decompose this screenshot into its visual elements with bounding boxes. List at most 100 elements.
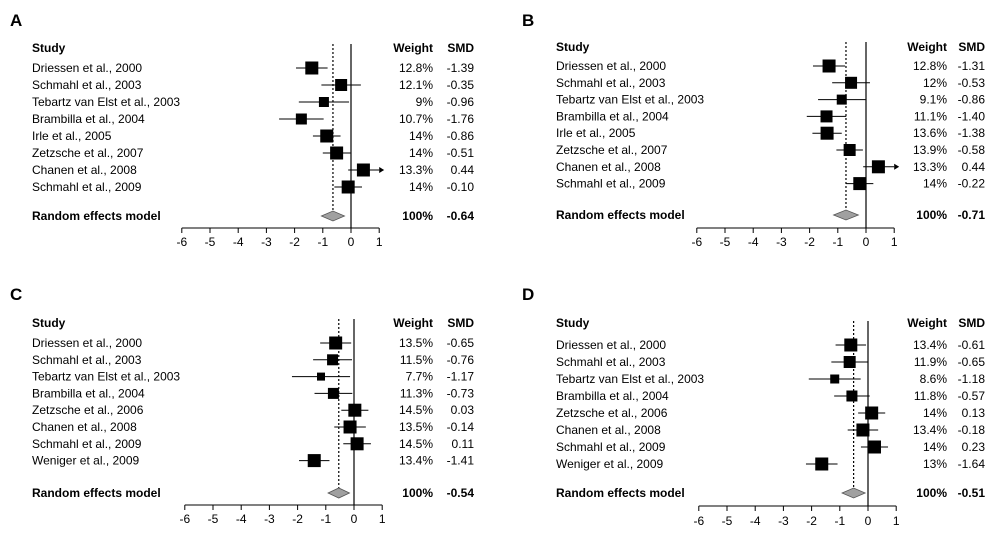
study-effect-marker [341,180,355,194]
panel-label: A [10,11,22,30]
header-weight: Weight [907,40,947,54]
study-name: Schmahl et al., 2003 [556,76,666,90]
study-name: Weniger et al., 2009 [556,457,664,471]
study-name: Schmahl et al., 2003 [32,353,142,367]
summary-diamond [832,209,860,221]
summary-weight: 100% [916,208,947,222]
study-weight: 13.5% [399,336,433,350]
study-effect-marker [856,423,870,437]
study-smd: -1.41 [447,454,475,468]
study-weight: 13.6% [913,126,947,140]
panel-label: C [10,285,22,304]
ci-arrow [894,163,900,170]
study-weight: 12.8% [913,59,947,73]
study-smd: 0.23 [962,440,986,454]
study-smd: -1.64 [958,457,986,471]
study-weight: 12.8% [399,61,433,75]
summary-label: Random effects model [556,208,685,222]
study-smd: -0.51 [447,146,475,160]
study-smd: -1.76 [447,112,475,126]
header-smd: SMD [958,316,985,330]
study-smd: -1.38 [958,126,986,140]
study-smd: -0.14 [447,420,475,434]
study-effect-marker [295,113,307,125]
forest-panel-a: A Study Weight SMD Driessen et al., 2000 12.8… [10,11,474,249]
header-smd: SMD [447,316,474,330]
summary-weight: 100% [402,209,433,223]
forest-panel-b: B Study Weight SMD Driessen et al., 2000 12.8… [522,11,985,249]
study-name: Schmahl et al., 2003 [556,355,666,369]
study-weight: 11.5% [400,353,433,367]
header-study: Study [556,40,590,54]
study-weight: 11.1% [914,109,947,123]
study-smd: -0.86 [958,93,986,107]
x-axis-tick-label: 1 [376,235,383,249]
x-axis-tick-label: -5 [720,235,731,249]
summary-weight: 100% [402,486,433,500]
x-axis-tick-label: -6 [179,512,190,526]
study-weight: 13.5% [399,420,433,434]
x-axis-tick-label: -2 [292,512,303,526]
study-smd: -1.18 [958,372,986,386]
x-axis-tick-label: 0 [865,514,872,528]
x-axis-tick-label: -5 [722,514,733,528]
study-smd: -0.86 [447,129,475,143]
study-name: Chanen et al., 2008 [556,423,661,437]
study-smd: -1.17 [447,370,475,384]
header-weight: Weight [393,316,433,330]
study-name: Brambilla et al., 2004 [32,386,145,400]
study-weight: 13.4% [913,423,947,437]
x-axis-tick-label: -4 [748,235,759,249]
x-axis-tick-label: -6 [693,514,704,528]
study-effect-marker [836,94,847,105]
study-name: Schmahl et al., 2003 [32,78,142,92]
study-effect-marker [317,372,326,381]
summary-diamond [320,210,346,222]
study-effect-marker [343,420,357,434]
header-study: Study [32,41,66,55]
study-smd: 0.13 [962,406,986,420]
study-smd: -0.58 [958,143,986,157]
study-name: Driessen et al., 2000 [556,59,666,73]
study-smd: -0.57 [958,389,986,403]
x-axis-tick-label: -3 [776,235,787,249]
x-axis-tick-label: -1 [834,514,845,528]
study-smd: -1.39 [447,61,475,75]
x-axis-tick-label: 0 [348,235,355,249]
header-study: Study [556,316,590,330]
study-effect-marker [348,403,362,417]
study-name: Schmahl et al., 2009 [556,177,666,191]
study-smd: -0.76 [447,353,475,367]
forest-panel-d: D Study Weight SMD Driessen et al., 2000 13.4… [522,285,985,528]
study-name: Chanen et al., 2008 [556,160,661,174]
study-name: Zetzsche et al., 2007 [32,146,144,160]
study-smd: -1.31 [958,59,986,73]
study-effect-marker [330,146,344,160]
study-smd: -0.73 [447,386,475,400]
study-effect-marker [853,177,867,191]
ci-arrow [379,167,385,173]
study-weight: 14.5% [399,437,433,451]
summary-label: Random effects model [32,486,161,500]
study-name: Schmahl et al., 2009 [32,437,142,451]
study-effect-marker [865,406,879,420]
summary-smd: -0.54 [447,486,475,500]
study-weight: 14.5% [399,403,433,417]
study-smd: -0.35 [447,78,475,92]
study-name: Zetzsche et al., 2006 [32,403,144,417]
study-name: Irle et al., 2005 [32,129,112,143]
study-smd: -1.40 [958,109,986,123]
x-axis-tick-label: -5 [208,512,219,526]
study-weight: 10.7% [399,112,433,126]
study-smd: -0.22 [958,177,986,191]
study-weight: 12% [923,76,947,90]
x-axis-tick-label: -1 [317,235,328,249]
study-smd: -0.18 [958,423,986,437]
study-smd: -0.61 [958,338,986,352]
x-axis-tick-label: -2 [289,235,300,249]
study-effect-marker [830,374,840,384]
study-weight: 11.3% [400,386,433,400]
study-name: Schmahl et al., 2009 [32,180,142,194]
study-weight: 11.8% [914,389,947,403]
x-axis-tick-label: -4 [750,514,761,528]
